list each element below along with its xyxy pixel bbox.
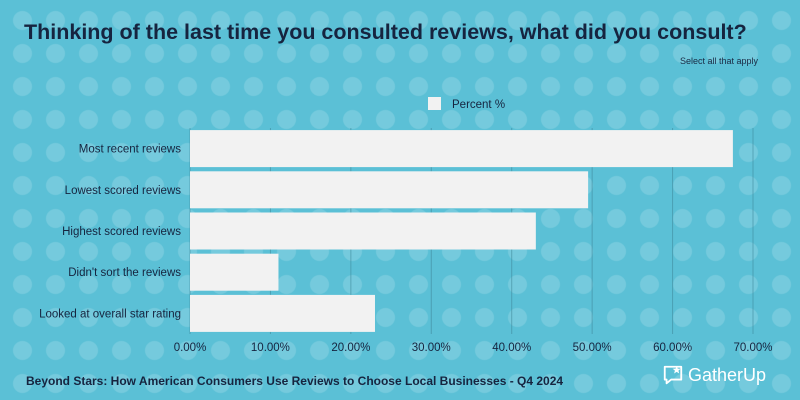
category-label: Highest scored reviews xyxy=(62,226,181,238)
x-tick-label: 10.00% xyxy=(251,342,290,354)
bar xyxy=(190,294,375,332)
x-tick-label: 40.00% xyxy=(492,342,531,354)
chart-subtitle: Select all that apply xyxy=(679,56,758,66)
source-footer: Beyond Stars: How American Consumers Use… xyxy=(26,374,564,388)
x-tick-label: 50.00% xyxy=(573,342,612,354)
gatherup-logo: GatherUp xyxy=(662,362,766,388)
brand-name: GatherUp xyxy=(688,364,767,385)
legend-label: Percent % xyxy=(452,99,505,111)
x-tick-label: 0.00% xyxy=(174,342,207,354)
x-tick-label: 30.00% xyxy=(412,342,451,354)
legend-swatch xyxy=(428,97,441,110)
bar xyxy=(190,253,279,291)
bar xyxy=(190,171,589,209)
bar xyxy=(190,130,733,168)
category-label: Didn't sort the reviews xyxy=(68,267,181,279)
category-label: Lowest scored reviews xyxy=(65,185,182,197)
chart-title: Thinking of the last time you consulted … xyxy=(24,20,747,44)
category-label: Looked at overall star rating xyxy=(39,308,181,320)
bar xyxy=(190,212,536,250)
x-tick-label: 70.00% xyxy=(733,342,772,354)
x-tick-label: 20.00% xyxy=(331,342,370,354)
category-label: Most recent reviews xyxy=(79,144,182,156)
x-tick-label: 60.00% xyxy=(653,342,692,354)
chat-bubble-star-icon xyxy=(663,365,683,385)
